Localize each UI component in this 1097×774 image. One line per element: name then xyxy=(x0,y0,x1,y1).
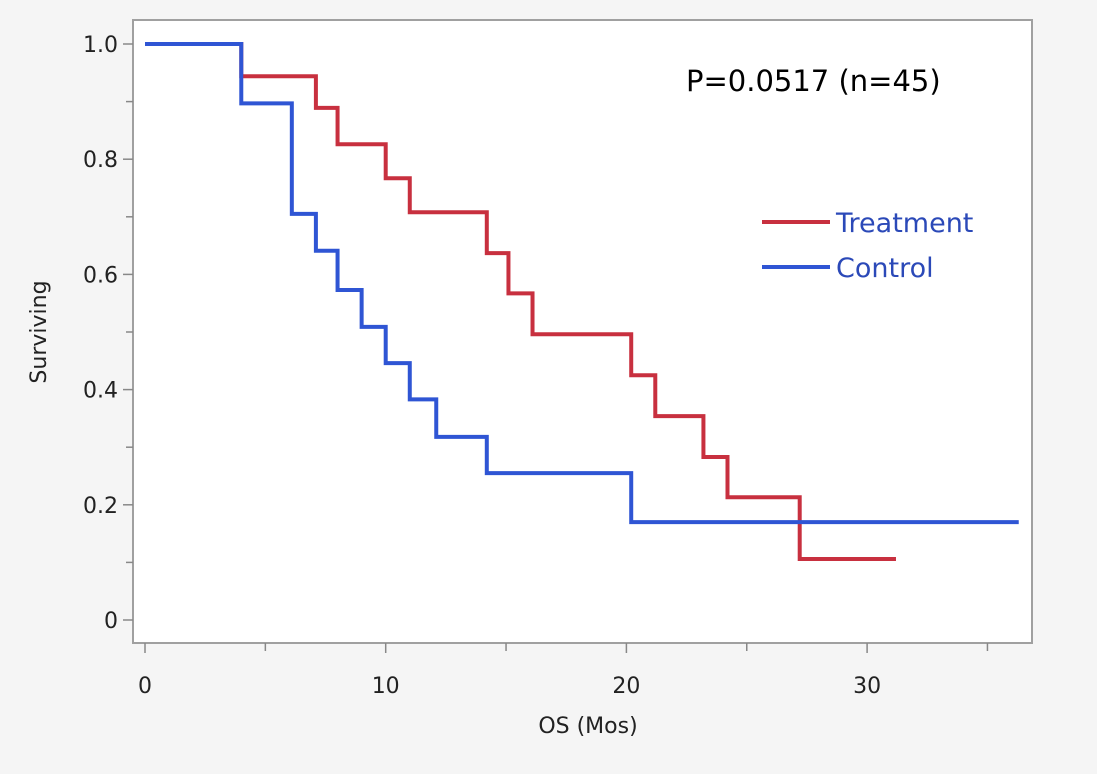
y-tick-label: 0.6 xyxy=(83,263,118,288)
p-value-annotation: P=0.0517 (n=45) xyxy=(686,64,941,98)
x-tick-label: 30 xyxy=(853,674,881,699)
legend-label-treatment: Treatment xyxy=(835,208,973,239)
y-axis-title: Surviving xyxy=(27,280,52,383)
x-tick-label: 10 xyxy=(372,674,400,699)
axis-ticks: 0 10 20 30 0 0.2 0.4 0.6 0.8 1.0 xyxy=(83,33,989,699)
x-tick-label: 0 xyxy=(138,674,152,699)
series-control-line xyxy=(145,42,1019,525)
x-axis-title: OS (Mos) xyxy=(538,714,637,739)
y-tick-label: 0 xyxy=(104,609,118,634)
x-tick-label: 20 xyxy=(612,674,640,699)
y-tick-label: 0.4 xyxy=(83,379,118,404)
legend: Treatment Control xyxy=(762,208,973,284)
y-tick-label: 0.8 xyxy=(83,148,118,173)
series-lines xyxy=(145,42,1019,561)
y-tick-label: 1.0 xyxy=(83,33,118,58)
y-tick-label: 0.2 xyxy=(83,494,118,519)
plot-area xyxy=(132,19,1033,644)
series-treatment-line xyxy=(145,42,896,561)
legend-label-control: Control xyxy=(836,253,934,284)
